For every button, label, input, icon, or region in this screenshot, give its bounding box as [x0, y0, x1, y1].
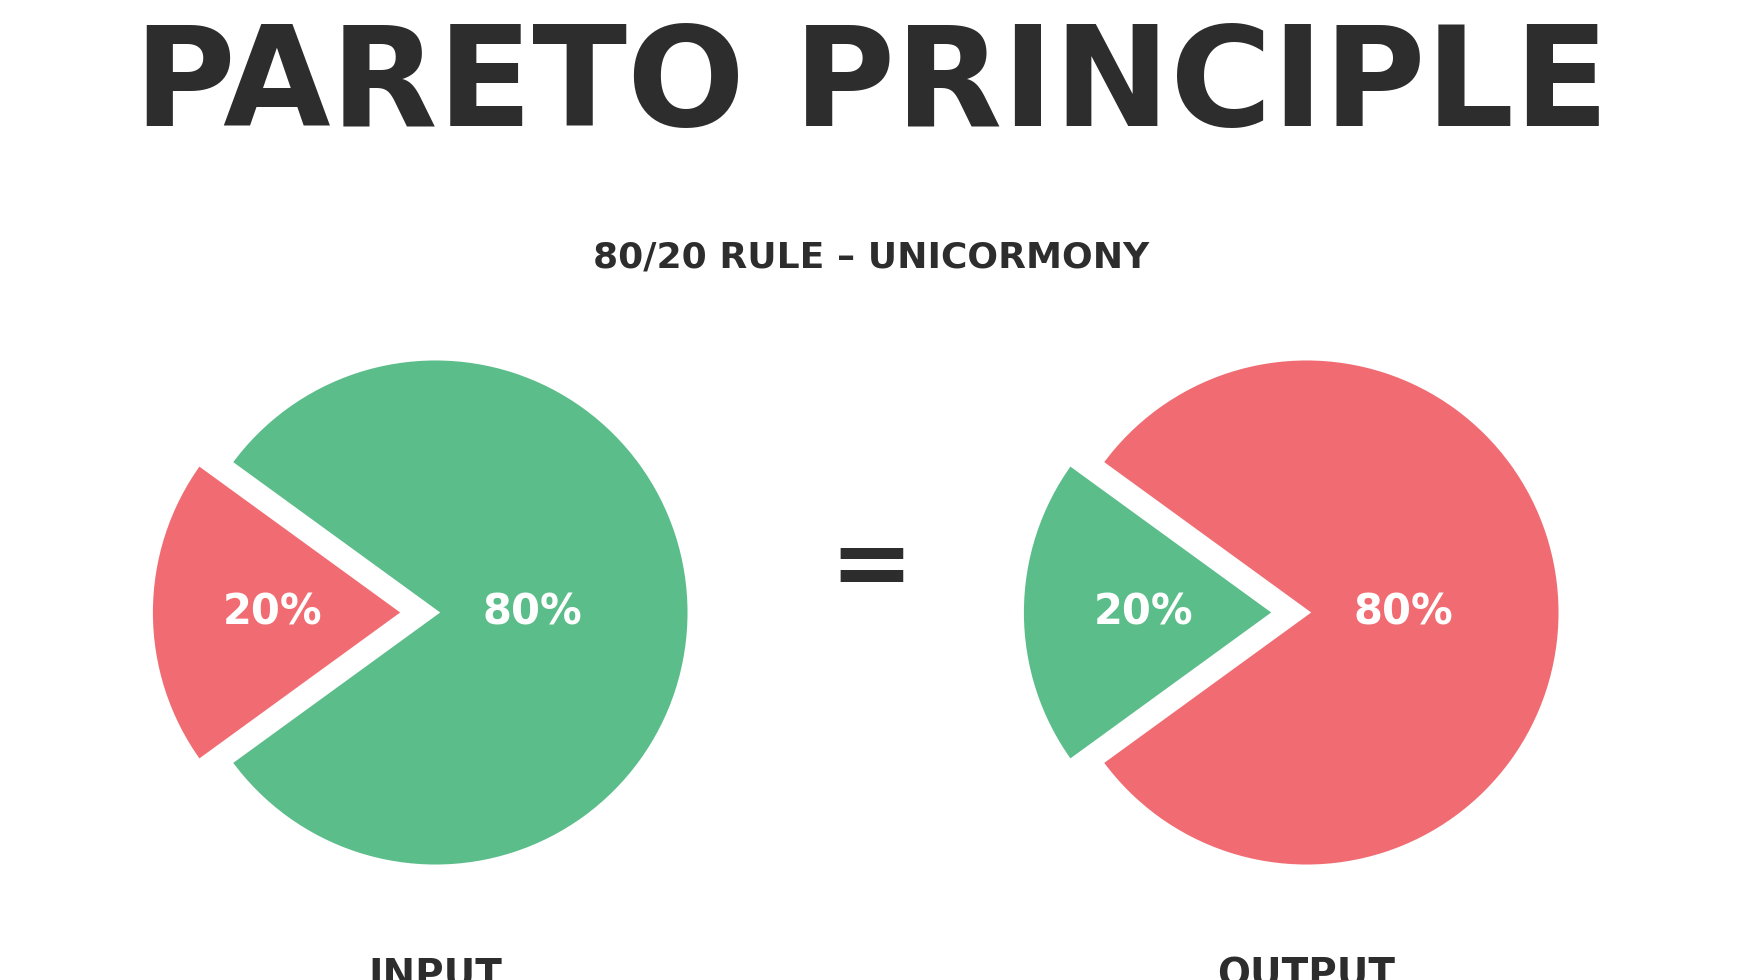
Text: INPUT: INPUT: [369, 956, 502, 980]
Wedge shape: [230, 358, 690, 867]
Text: =: =: [829, 520, 913, 616]
Text: OUTPUT: OUTPUT: [1218, 956, 1395, 980]
Wedge shape: [150, 463, 404, 762]
Text: 20%: 20%: [223, 592, 322, 633]
Text: 80%: 80%: [1354, 592, 1453, 633]
Text: 80/20 RULE – UNICORMONY: 80/20 RULE – UNICORMONY: [592, 240, 1150, 274]
Wedge shape: [1101, 358, 1561, 867]
Wedge shape: [1021, 463, 1275, 762]
Text: 80%: 80%: [483, 592, 582, 633]
Text: PARETO PRINCIPLE: PARETO PRINCIPLE: [134, 21, 1608, 155]
Text: 20%: 20%: [1094, 592, 1193, 633]
